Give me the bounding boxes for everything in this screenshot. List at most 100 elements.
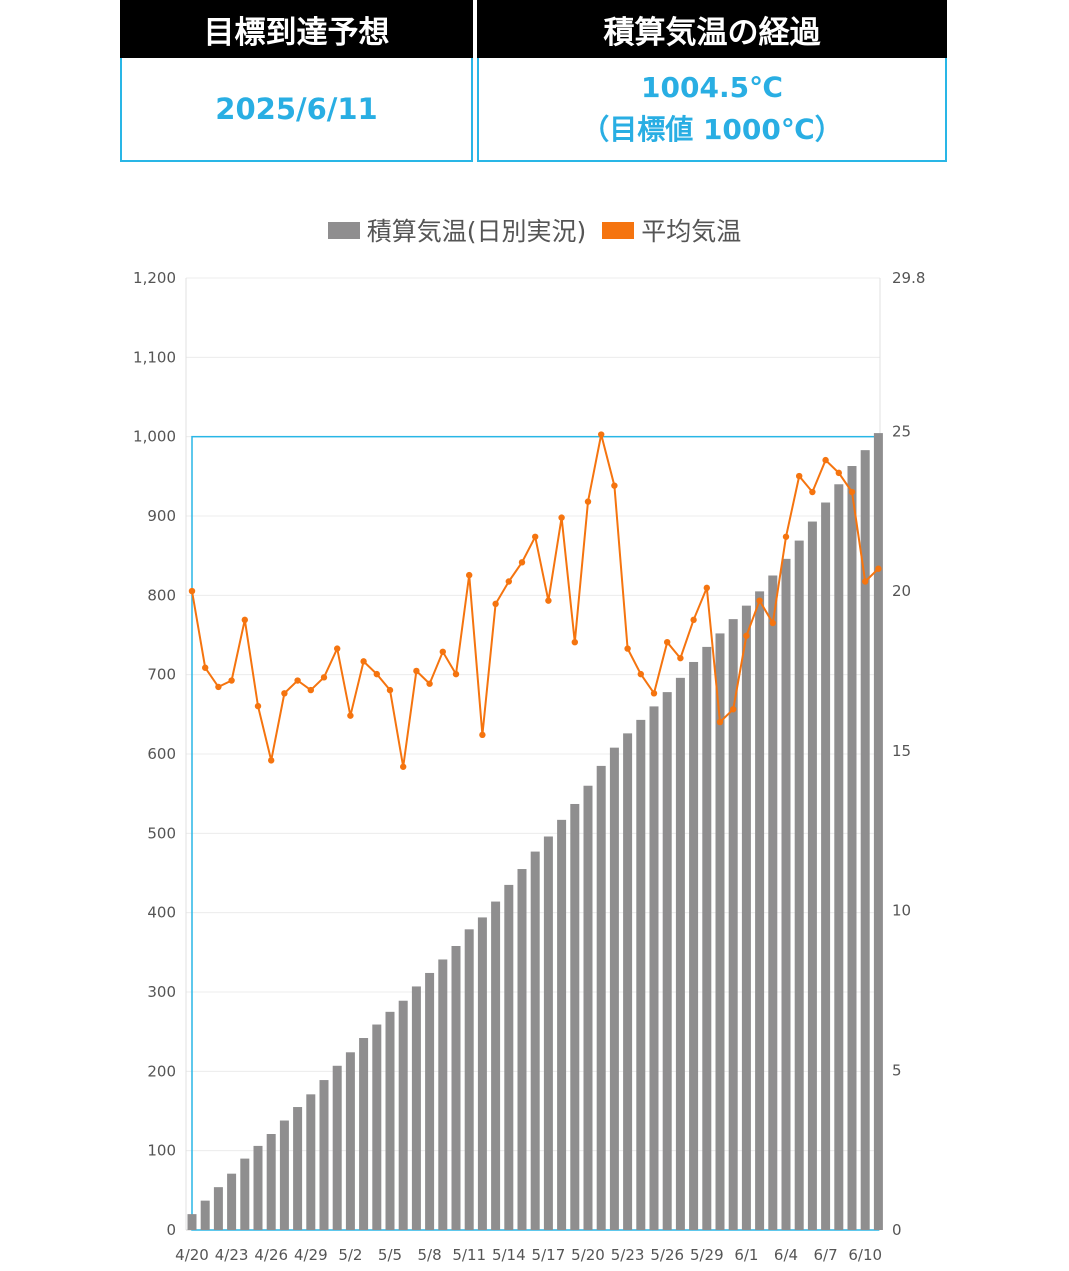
accumulated-temp-bar bbox=[425, 972, 435, 1230]
x-tick-label: 5/8 bbox=[418, 1246, 442, 1264]
accumulated-temp-bar bbox=[200, 1200, 210, 1230]
accumulated-temp-value: 1004.5℃ bbox=[641, 71, 783, 104]
target-prediction-value-box: 2025/6/11 bbox=[120, 58, 473, 162]
average-temp-point bbox=[281, 690, 288, 697]
accumulated-temp-bar bbox=[345, 1052, 355, 1230]
accumulated-temp-bar bbox=[781, 558, 791, 1230]
accumulated-temp-bar bbox=[213, 1187, 223, 1230]
accumulated-temp-bar bbox=[332, 1065, 342, 1230]
accumulated-temp-value-box: 1004.5℃ （目標値 1000℃） bbox=[477, 58, 947, 162]
average-temp-point bbox=[584, 498, 592, 505]
accumulated-temp-bar bbox=[359, 1038, 369, 1230]
average-temp-point bbox=[690, 616, 697, 624]
average-temp-point bbox=[294, 677, 301, 684]
accumulated-temp-bar bbox=[530, 851, 540, 1230]
average-temp-point bbox=[439, 648, 446, 655]
x-tick-label: 5/29 bbox=[690, 1246, 724, 1264]
average-temp-point bbox=[664, 638, 671, 646]
accumulated-temp-header: 積算気温の経過 bbox=[477, 0, 947, 58]
y-left-tick-label: 1,200 bbox=[133, 269, 176, 287]
average-temp-point bbox=[558, 514, 565, 521]
accumulated-temp-bar bbox=[794, 540, 804, 1230]
accumulated-temp-bar bbox=[517, 869, 527, 1230]
average-temp-point bbox=[571, 638, 578, 646]
accumulated-temp-bar bbox=[543, 836, 553, 1230]
accumulated-temp-bar bbox=[557, 819, 567, 1230]
x-tick-label: 5/26 bbox=[650, 1246, 684, 1264]
x-tick-label: 5/5 bbox=[378, 1246, 402, 1264]
y-left-tick-label: 400 bbox=[147, 904, 176, 922]
accumulated-temp-bar bbox=[227, 1173, 237, 1230]
average-temp-point bbox=[532, 533, 539, 540]
accumulated-temp-column: 積算気温の経過 1004.5℃ （目標値 1000℃） bbox=[477, 0, 947, 162]
accumulated-temp-bar bbox=[768, 575, 778, 1230]
target-prediction-column: 目標到達予想 2025/6/11 bbox=[120, 0, 473, 162]
average-temp-point bbox=[545, 597, 552, 604]
legend-item-line[interactable]: 平均気温 bbox=[602, 212, 741, 248]
legend-swatch-line bbox=[602, 221, 635, 239]
accumulated-temp-bar bbox=[741, 605, 751, 1230]
average-temp-point bbox=[862, 578, 869, 585]
legend-item-bars[interactable]: 積算気温(日別実況) bbox=[327, 212, 586, 248]
average-temp-point bbox=[650, 690, 658, 697]
accumulated-temp-bar bbox=[504, 884, 514, 1230]
summary-panel: 目標到達予想 2025/6/11 積算気温の経過 1004.5℃ （目標値 10… bbox=[120, 0, 947, 162]
accumulated-temp-bar bbox=[689, 661, 699, 1230]
average-temp-point bbox=[426, 680, 433, 687]
average-temp-point bbox=[875, 565, 882, 572]
average-temp-point bbox=[228, 677, 235, 684]
average-temp-point bbox=[413, 667, 420, 675]
accumulated-temp-bar bbox=[398, 1000, 408, 1230]
average-temp-point bbox=[611, 482, 618, 489]
accumulated-temp-bar bbox=[293, 1107, 303, 1230]
y-left-tick-label: 500 bbox=[147, 824, 176, 842]
accumulated-temp-bar bbox=[596, 765, 606, 1230]
accumulated-temp-bar bbox=[807, 521, 817, 1230]
y-left-tick-label: 100 bbox=[147, 1142, 176, 1160]
target-prediction-date: 2025/6/11 bbox=[215, 92, 378, 126]
average-temp-point bbox=[373, 670, 380, 678]
average-temp-point bbox=[743, 632, 750, 639]
average-temp-point bbox=[215, 683, 222, 691]
average-temp-point bbox=[677, 654, 684, 662]
average-temp-point bbox=[624, 645, 631, 652]
x-tick-label: 4/20 bbox=[175, 1246, 209, 1264]
accumulated-temp-bar bbox=[662, 692, 672, 1230]
average-temp-point bbox=[452, 670, 460, 678]
accumulated-temp-bar bbox=[834, 484, 844, 1230]
average-temp-point bbox=[703, 584, 710, 592]
accumulated-temp-bar bbox=[451, 945, 461, 1230]
accumulated-temp-bar bbox=[675, 677, 685, 1230]
average-temp-point bbox=[188, 587, 196, 595]
average-temp-point bbox=[334, 645, 341, 652]
target-value-note: （目標値 1000℃） bbox=[581, 113, 843, 146]
average-temp-point bbox=[518, 559, 526, 566]
accumulated-temp-bar bbox=[860, 450, 870, 1230]
average-temp-point bbox=[241, 616, 248, 624]
legend-label-line: 平均気温 bbox=[641, 217, 742, 246]
average-temp-point bbox=[769, 619, 776, 627]
legend-swatch-bars bbox=[327, 221, 360, 239]
accumulated-temp-bar bbox=[464, 929, 474, 1230]
average-temp-point bbox=[756, 597, 763, 604]
accumulated-temp-bar bbox=[570, 803, 580, 1230]
x-tick-label: 4/29 bbox=[294, 1246, 328, 1264]
x-tick-label: 4/26 bbox=[254, 1246, 288, 1264]
average-temp-point bbox=[202, 664, 209, 671]
y-right-tick-label: 29.8 bbox=[892, 269, 925, 287]
y-left-tick-label: 700 bbox=[147, 666, 176, 684]
average-temp-point bbox=[809, 488, 816, 496]
average-temp-point bbox=[360, 658, 367, 665]
accumulated-temp-bar bbox=[715, 633, 725, 1230]
average-temp-point bbox=[796, 472, 803, 480]
x-tick-label: 5/17 bbox=[532, 1246, 566, 1264]
y-right-tick-label: 20 bbox=[892, 582, 911, 600]
accumulated-temp-bar bbox=[728, 619, 738, 1230]
x-tick-label: 6/7 bbox=[814, 1246, 838, 1264]
accumulated-temp-bar bbox=[319, 1080, 329, 1230]
x-tick-label: 5/11 bbox=[452, 1246, 486, 1264]
accumulated-temp-bar bbox=[636, 719, 646, 1230]
average-temp-point bbox=[730, 706, 737, 713]
accumulated-temp-bar bbox=[491, 901, 501, 1230]
